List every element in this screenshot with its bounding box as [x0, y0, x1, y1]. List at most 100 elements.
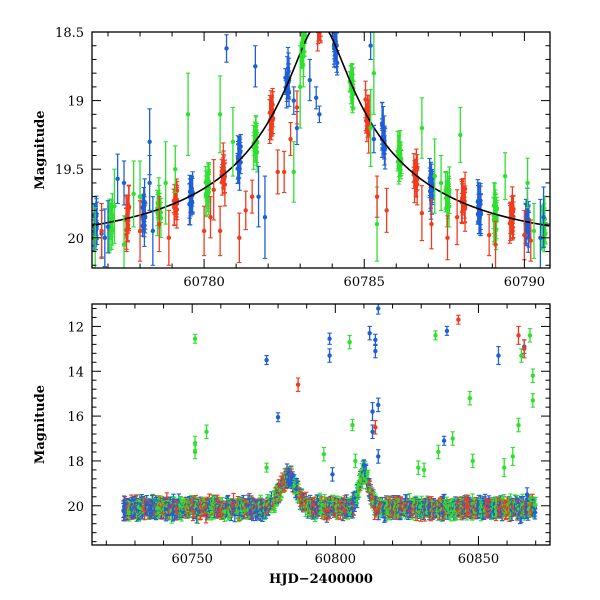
- data-point: [419, 185, 425, 242]
- data-point-marker: [281, 169, 287, 175]
- data-point-marker: [478, 209, 483, 215]
- data-point-marker: [131, 191, 136, 197]
- data-point-marker: [243, 208, 248, 213]
- data-point: [432, 138, 437, 214]
- data-point: [313, 86, 319, 110]
- data-point-marker: [102, 235, 108, 241]
- data-point: [112, 168, 117, 244]
- data-point: [317, 32, 323, 33]
- plot-area: [121, 304, 538, 525]
- data-point-marker: [318, 22, 322, 26]
- data-point-marker: [238, 144, 243, 149]
- data-point-marker: [430, 182, 435, 187]
- plot-area: [92, 13, 550, 268]
- data-point-marker: [315, 32, 320, 34]
- data-point: [528, 219, 533, 262]
- data-point-marker: [318, 21, 322, 25]
- data-point-marker: [211, 187, 216, 192]
- data-point-marker: [201, 228, 207, 234]
- data-point-marker: [315, 17, 319, 21]
- data-point-marker: [458, 132, 463, 138]
- data-point: [478, 194, 483, 230]
- x-tick-label: 60785: [344, 275, 385, 290]
- data-point-marker: [237, 235, 242, 241]
- data-point-marker: [318, 15, 322, 19]
- data-point: [243, 190, 248, 231]
- y-axis-label: Magnitude: [33, 110, 48, 189]
- data-point-marker: [454, 215, 460, 220]
- data-point-marker: [163, 180, 168, 186]
- data-point: [486, 213, 492, 257]
- x-tick-label: 60790: [504, 275, 545, 290]
- x-tick-label: 60780: [183, 275, 224, 290]
- data-point-marker: [445, 199, 450, 204]
- panel-bottom-light-curve-full: 60750 60800 608501214161820MagnitudeHJD−24…: [33, 303, 551, 587]
- data-point-marker: [294, 125, 300, 131]
- data-point: [493, 220, 498, 268]
- data-point-marker: [315, 18, 319, 22]
- data-point: [262, 175, 268, 259]
- data-point-marker: [384, 208, 389, 213]
- data-point-marker: [172, 205, 177, 210]
- data-point: [438, 154, 444, 211]
- y-tick-label: 18.5: [55, 26, 84, 41]
- data-point: [253, 133, 259, 161]
- data-point-marker: [374, 194, 380, 199]
- data-point: [374, 175, 380, 218]
- data-point-marker: [147, 180, 152, 186]
- data-point: [307, 58, 312, 102]
- data-point-marker: [173, 167, 178, 172]
- data-point-marker: [363, 97, 368, 102]
- data-point: [237, 212, 242, 264]
- data-point: [301, 32, 306, 88]
- data-point: [427, 170, 433, 212]
- data-point-marker: [121, 242, 127, 247]
- data-point-marker: [462, 186, 468, 192]
- data-point-marker: [368, 125, 373, 131]
- data-point: [253, 45, 258, 88]
- data-point: [166, 209, 172, 266]
- data-point-marker: [221, 178, 226, 183]
- data-point-marker: [374, 221, 380, 227]
- data-point: [284, 76, 289, 109]
- data-point: [371, 32, 377, 115]
- data-point: [291, 141, 296, 203]
- data-point-marker: [543, 231, 548, 236]
- data-point-marker: [319, 20, 323, 24]
- data-point-marker: [112, 204, 117, 209]
- data-point-marker: [286, 69, 291, 74]
- data-point-marker: [317, 27, 321, 31]
- data-point-marker: [253, 144, 259, 150]
- data-point-marker: [137, 194, 143, 199]
- data-point: [288, 122, 293, 157]
- data-point-marker: [262, 215, 268, 220]
- data-point: [384, 187, 389, 233]
- data-point: [281, 150, 287, 194]
- data-point: [454, 189, 460, 246]
- data-point: [368, 89, 373, 168]
- data-point: [315, 13, 319, 27]
- data-point: [99, 202, 104, 259]
- data-point: [525, 157, 530, 209]
- data-point-marker: [150, 228, 156, 234]
- data-point-marker: [318, 15, 322, 19]
- data-point-marker: [445, 235, 450, 241]
- data-point-marker: [137, 228, 143, 234]
- data-point-marker: [157, 221, 162, 227]
- panel-top-light-curve-zoom: 60780 60785 60790 18.5 19 19.5 20 Magnitude: [33, 13, 551, 290]
- data-point-marker: [108, 209, 113, 215]
- data-point-marker: [443, 187, 448, 192]
- data-point: [531, 202, 537, 259]
- data-point-marker: [522, 232, 527, 238]
- data-point: [419, 97, 425, 159]
- data-point-marker: [396, 153, 402, 159]
- data-point: [224, 34, 229, 63]
- data-point-marker: [206, 189, 211, 195]
- data-point-marker: [368, 43, 373, 48]
- data-point-marker: [419, 125, 425, 131]
- model-curve: [92, 32, 550, 227]
- data-point: [230, 106, 236, 177]
- data-point: [137, 200, 143, 262]
- data-point: [157, 196, 162, 253]
